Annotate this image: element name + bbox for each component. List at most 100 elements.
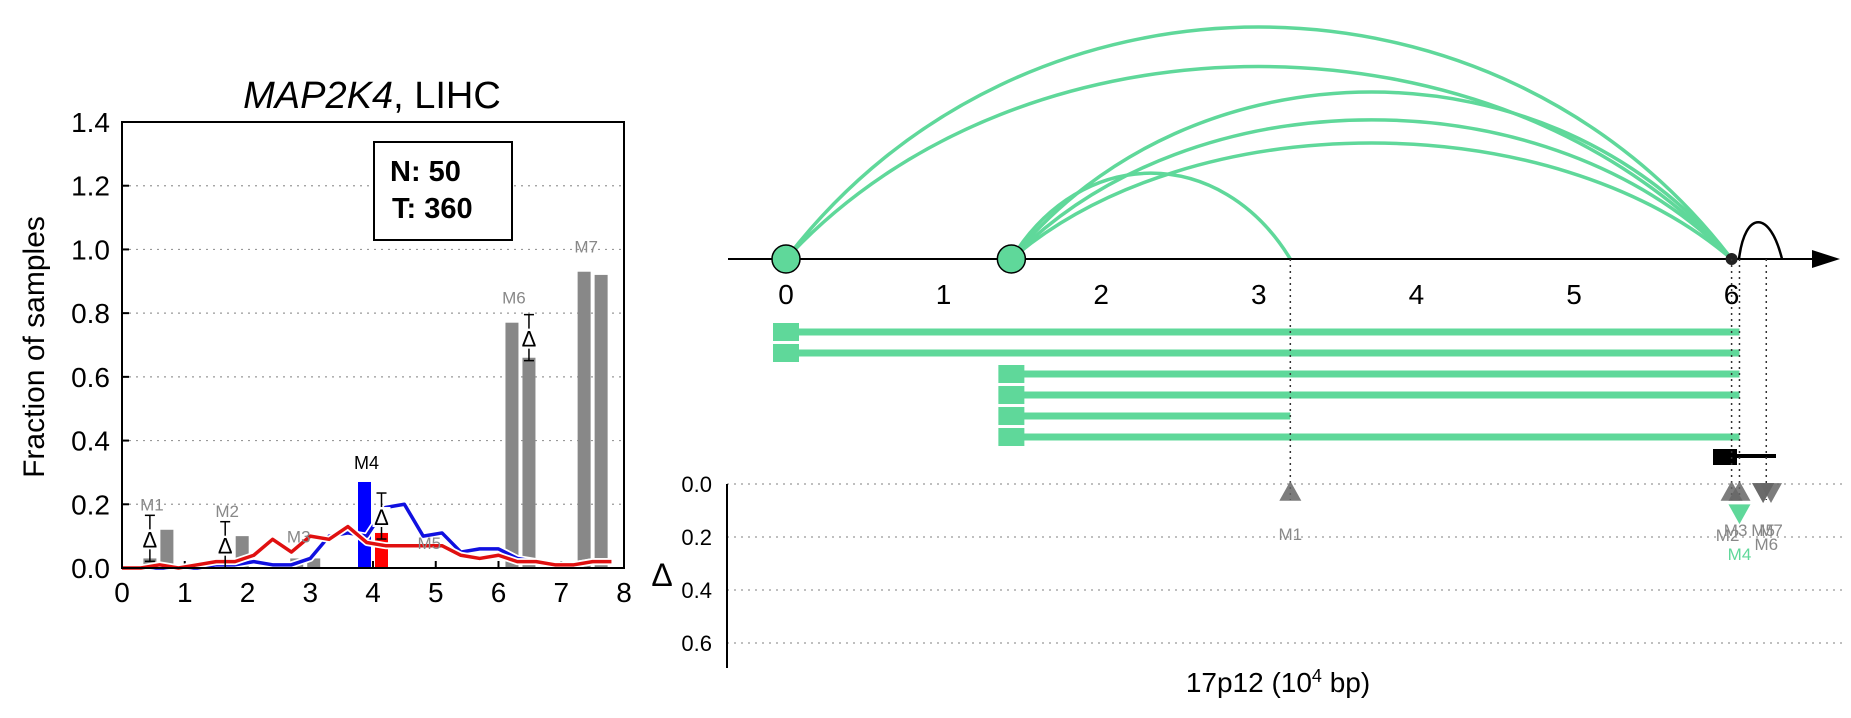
bar-normal-m4 <box>358 481 371 568</box>
delta-label-m6: Δ <box>522 327 537 352</box>
bar-normal-m6 <box>505 322 519 568</box>
delta-point-label-m4: M4 <box>1728 545 1752 564</box>
junction-arc <box>1010 141 1733 261</box>
transcript-exon <box>773 344 799 362</box>
left-chart-y-tick-label: 0.8 <box>71 298 110 329</box>
left-chart-frame <box>121 121 625 569</box>
left-chart-y-tick-label: 0.2 <box>71 489 110 520</box>
bar-normal-m7 <box>577 271 591 568</box>
marker-label-m4: M4 <box>354 453 379 473</box>
left-chart-y-ticks: 0.0 0.2 0.4 0.6 0.8 1.0 1.2 1.4 <box>71 107 129 584</box>
gene-loop <box>1737 221 1784 260</box>
series-line-red <box>122 524 612 570</box>
transcript-exon <box>998 407 1025 425</box>
genome-axis-tick-label: 3 <box>1251 279 1267 310</box>
junction-arc <box>1010 118 1733 261</box>
left-chart-x-tick-label: 6 <box>491 577 507 608</box>
left-chart-x-ticks: 0 1 2 3 4 5 6 7 8 <box>114 561 632 608</box>
delta-point-label-m2: M2 <box>1716 526 1740 545</box>
marker-guides <box>1289 259 1768 500</box>
delta-y-tick-label: 0.4 <box>681 578 712 603</box>
delta-point-m3 <box>1728 480 1751 501</box>
delta-label-bg <box>216 535 235 556</box>
counts-tumor: T: 360 <box>392 193 473 225</box>
delta-point-label-m3: M3 <box>1724 521 1748 540</box>
left-chart-x-tick-label: 8 <box>616 577 632 608</box>
delta-point-label-m1: M1 <box>1279 525 1303 544</box>
junction-arc <box>784 64 1733 261</box>
delta-grid <box>727 483 1845 644</box>
transcripts <box>773 323 1740 446</box>
delta-label-bg <box>140 529 159 550</box>
delta-point-label-m5: M5 <box>1751 521 1775 540</box>
marker-label-m5: M5 <box>417 534 441 553</box>
left-chart-x-tick-label: 1 <box>177 577 193 608</box>
delta-label-bg <box>519 328 538 349</box>
bar-tumor-m3 <box>307 558 321 568</box>
marker-label-m7: M7 <box>574 238 598 257</box>
delta-point-m4 <box>1728 504 1751 525</box>
left-chart-x-tick-label: 4 <box>365 577 381 608</box>
delta-y-ticks: 0.0 0.2 0.4 0.6 <box>681 472 712 656</box>
genome-axis-tick-label: 2 <box>1093 279 1109 310</box>
genome-axis-tick-label: 5 <box>1566 279 1582 310</box>
marker-label-m6: M6 <box>502 289 526 308</box>
left-chart-ylabel: Fraction of samples <box>18 216 51 478</box>
transcript-exon <box>998 386 1025 404</box>
left-chart-lines <box>122 500 612 572</box>
left-chart-y-tick-label: 0.6 <box>71 362 110 393</box>
right-chart-xlabel: 17p12 (104 bp) <box>1186 666 1370 698</box>
genome-axis-tick-label: 6 <box>1724 279 1740 310</box>
reference-gene-exon <box>1713 449 1737 465</box>
left-chart-y-tick-label: 1.4 <box>71 107 110 138</box>
delta-label-bg <box>372 507 391 528</box>
bar-tumor-m7 <box>594 274 608 568</box>
junction-arc <box>1009 171 1292 260</box>
delta-point-label-m6: M6 <box>1754 535 1778 554</box>
delta-point-m7 <box>1760 483 1782 503</box>
delta-label-m2: Δ <box>218 534 233 559</box>
left-chart-x-tick-label: 3 <box>302 577 318 608</box>
left-chart-annotations: M1 Δ M2 Δ M3 M4 Δ M5 M6 Δ M7 <box>140 238 598 569</box>
junction-nodes <box>771 244 1738 274</box>
delta-y-tick-label: 0.2 <box>681 525 712 550</box>
left-chart-x-tick-label: 2 <box>240 577 256 608</box>
marker-label-m1: M1 <box>140 496 164 515</box>
junction-node <box>996 244 1027 274</box>
marker-label-m3: M3 <box>287 528 311 547</box>
junction-arc <box>1010 90 1733 261</box>
delta-label-m1: Δ <box>143 527 158 552</box>
delta-point-m1 <box>1279 480 1302 501</box>
left-chart-y-tick-label: 1.2 <box>71 171 110 202</box>
transcript-exon <box>773 323 799 341</box>
delta-point-label-m7: M7 <box>1759 521 1783 540</box>
counts-normal: N: 50 <box>390 156 461 188</box>
genome-axis-tick-label: 4 <box>1409 279 1425 310</box>
left-chart: MAP2K4, LIHC Fraction of samples 0.0 0.2 0… <box>18 75 632 608</box>
marker-label-m2: M2 <box>215 502 239 521</box>
left-chart-x-tick-label: 5 <box>428 577 444 608</box>
bar-tumor-m6 <box>522 357 536 568</box>
genome-axis-ticks: 0 1 2 3 4 5 6 <box>778 279 1739 310</box>
bar-tumor-m1 <box>160 529 174 568</box>
left-chart-x-tick-label: 7 <box>553 577 569 608</box>
genome-axis-tick-label: 1 <box>936 279 952 310</box>
junction-arc <box>784 25 1733 261</box>
junction-arcs <box>784 25 1733 261</box>
delta-y-tick-label: 0.0 <box>681 472 712 497</box>
delta-axis-label: Δ <box>651 557 672 593</box>
left-chart-x-tick-label: 0 <box>114 577 130 608</box>
counts-box: N: 50 T: 360 <box>373 141 513 241</box>
left-chart-y-tick-label: 0.0 <box>71 553 110 584</box>
genome-axis-tick-label: 0 <box>778 279 794 310</box>
transcript-exon <box>998 365 1025 383</box>
junction-node <box>771 244 801 274</box>
delta-y-tick-label: 0.6 <box>681 631 712 656</box>
transcript-exon <box>998 428 1025 446</box>
delta-label-m4: Δ <box>374 505 389 530</box>
left-chart-y-tick-label: 0.4 <box>71 426 110 457</box>
left-chart-title: MAP2K4, LIHC <box>243 75 501 117</box>
